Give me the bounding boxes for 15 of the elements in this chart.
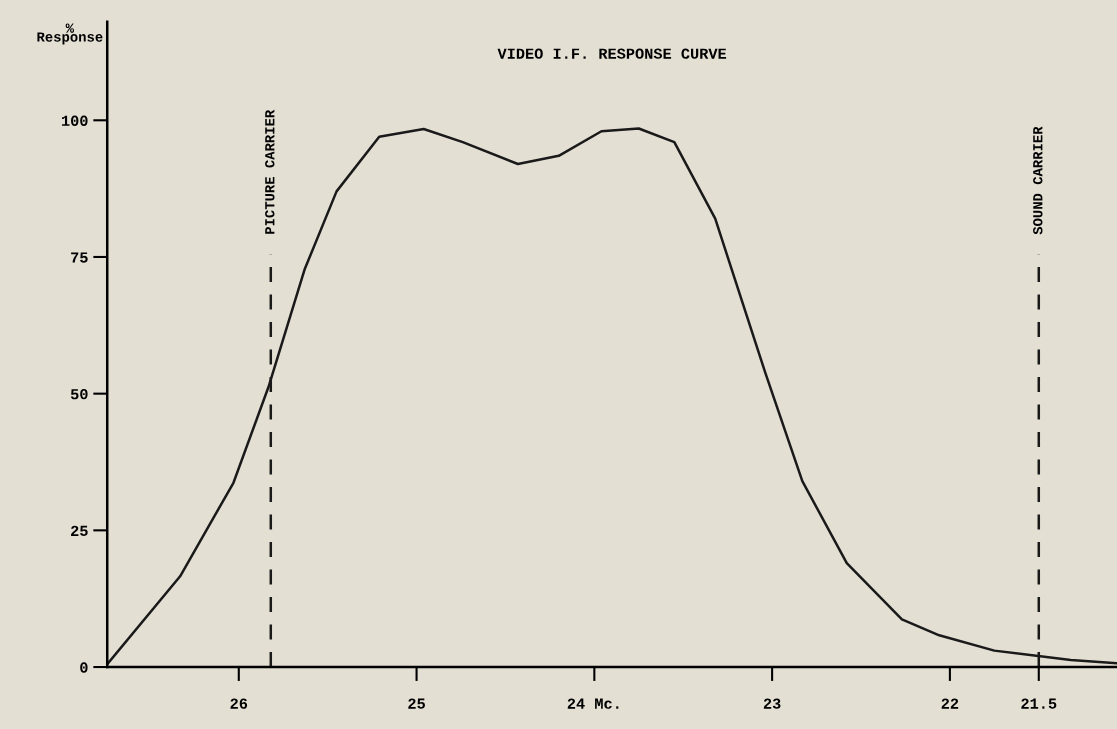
y-tick-label: 0: [80, 662, 88, 673]
x-tick-label: 24 Mc.: [567, 698, 619, 709]
x-tick-label: 23: [763, 698, 781, 709]
x-tick-label: 25: [408, 698, 425, 709]
x-tick-label: 26: [230, 698, 248, 709]
ref-line-label: SOUND CARRIER: [1033, 126, 1043, 235]
x-tick-label: 22: [941, 698, 959, 709]
y-tick-label: 100: [62, 115, 88, 126]
text: VIDEO I.F. RESPONSE CURVE: [497, 48, 727, 59]
y-tick-label: 75: [71, 252, 88, 263]
y-tick-label: 50: [70, 388, 88, 400]
y-tick-label: 25: [71, 525, 88, 537]
ref-line-label: PICTURE CARRIER: [265, 109, 275, 234]
x-tick-label: 21.5: [1021, 698, 1057, 709]
y-axis-title: % Response: [37, 23, 103, 45]
